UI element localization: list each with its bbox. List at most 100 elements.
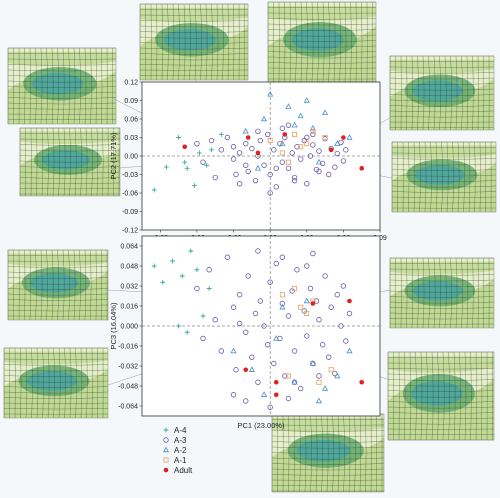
data-point	[298, 144, 304, 150]
data-point	[184, 165, 190, 171]
data-point	[265, 131, 271, 138]
data-point	[245, 135, 251, 140]
legend-marker	[163, 457, 169, 463]
data-point	[279, 150, 285, 156]
plot-frame	[141, 235, 381, 417]
data-point	[224, 254, 231, 260]
data-point	[151, 263, 157, 269]
data-point	[230, 392, 237, 398]
series-adult	[182, 132, 364, 171]
data-point	[292, 285, 298, 291]
series-a-2	[242, 90, 353, 171]
data-point	[243, 329, 249, 335]
data-point	[291, 348, 298, 354]
data-point	[322, 109, 329, 116]
data-point	[316, 317, 322, 323]
data-point	[267, 90, 274, 97]
data-point	[212, 317, 218, 323]
data-point	[289, 150, 295, 156]
y-axis-label: PC2 (17.71%)	[109, 132, 118, 180]
data-point	[236, 292, 243, 298]
y-tick-label: 0.03	[124, 135, 138, 142]
data-point	[245, 168, 251, 175]
data-point	[200, 335, 206, 342]
data-point	[310, 301, 316, 306]
y-tick-label: -0.06	[122, 190, 138, 197]
data-point	[273, 392, 279, 398]
data-point	[224, 134, 231, 141]
data-point	[267, 190, 273, 196]
y-axis-label: PC3 (16.04%)	[109, 302, 118, 350]
plot-frame	[141, 81, 381, 231]
data-point	[297, 385, 304, 392]
legend-label: A-3	[174, 436, 187, 445]
data-point	[182, 144, 188, 150]
y-tick-label: -0.09	[122, 209, 138, 216]
data-point	[304, 310, 310, 316]
data-point	[218, 132, 224, 137]
data-point	[245, 273, 251, 279]
data-point	[279, 303, 286, 310]
data-point	[319, 160, 326, 167]
legend-label: Adult	[174, 466, 193, 475]
data-point	[326, 354, 332, 360]
data-point	[196, 150, 202, 156]
y-tick-label: 0.06	[124, 116, 138, 123]
data-point	[164, 164, 169, 170]
data-point	[291, 121, 298, 128]
data-point	[192, 183, 197, 188]
data-point	[322, 134, 328, 140]
data-point	[209, 147, 214, 153]
data-point	[188, 248, 194, 254]
data-point	[261, 323, 267, 329]
grid-bottom-center	[271, 413, 385, 493]
data-point	[294, 267, 300, 273]
series-a-1	[267, 128, 328, 165]
data-point	[243, 162, 249, 168]
data-point	[267, 279, 273, 285]
series-a-4	[151, 248, 212, 335]
grid-top-right-1	[267, 1, 377, 83]
data-point	[282, 132, 288, 137]
data-point	[304, 141, 310, 147]
data-point	[315, 158, 323, 165]
data-point	[151, 187, 157, 193]
data-point	[208, 137, 215, 144]
y-tick-label: 0.032	[120, 283, 138, 290]
x-axis-label: PC1 (23.00%)	[237, 421, 285, 430]
data-point	[292, 131, 298, 137]
data-point	[265, 342, 271, 348]
data-point	[291, 378, 298, 385]
data-point	[267, 171, 273, 178]
legend-item: Adult	[163, 466, 193, 475]
grid-left-mid-2	[3, 347, 109, 419]
data-point	[316, 168, 322, 175]
data-point	[328, 304, 334, 310]
data-point	[285, 313, 292, 319]
data-point	[291, 177, 298, 184]
data-point	[218, 147, 225, 153]
y-tick-label: 0.09	[124, 98, 138, 105]
data-point	[206, 267, 212, 273]
data-point	[322, 385, 329, 391]
data-point	[303, 97, 310, 103]
data-point	[230, 347, 237, 354]
data-point	[285, 103, 292, 109]
data-point	[297, 112, 304, 119]
legend-item: A-3	[163, 436, 187, 445]
data-point	[304, 263, 310, 269]
series-a-4	[151, 132, 224, 193]
data-point	[271, 147, 277, 153]
data-point	[204, 162, 210, 168]
data-point	[316, 379, 322, 385]
data-point	[179, 273, 185, 279]
y-tick-label: -0.032	[118, 363, 138, 370]
data-point	[255, 150, 261, 156]
data-point	[257, 298, 264, 304]
data-point	[307, 285, 314, 292]
data-point	[252, 177, 259, 184]
data-point	[194, 267, 200, 273]
series-adult	[243, 298, 364, 398]
data-point	[279, 140, 286, 146]
